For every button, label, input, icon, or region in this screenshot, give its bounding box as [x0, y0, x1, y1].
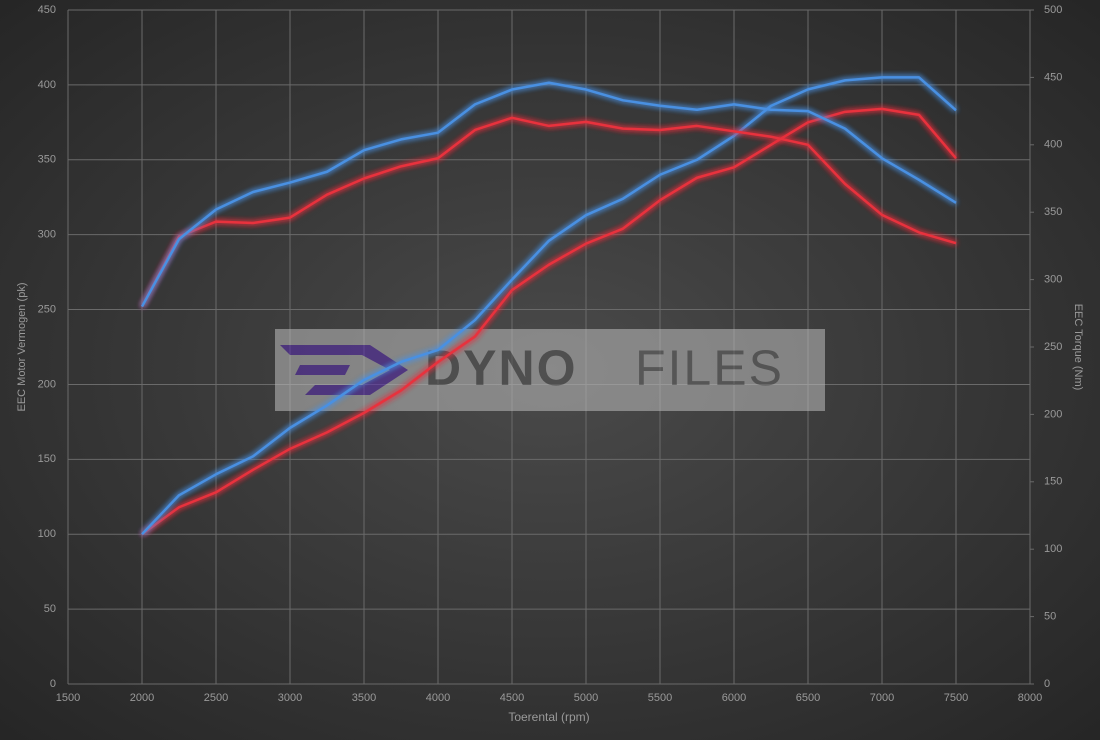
- watermark-text-bold: DYNO: [425, 340, 577, 396]
- y-tick-label: 150: [38, 453, 56, 465]
- y-tick-label: 50: [44, 603, 56, 615]
- y-tick-label: 450: [38, 4, 56, 16]
- y-tick-label: 100: [38, 528, 56, 540]
- line-series: [140, 116, 957, 308]
- x-tick-label: 7500: [944, 692, 968, 704]
- y2-tick-label: 200: [1044, 408, 1062, 420]
- x-tick-label: 3000: [278, 692, 302, 704]
- x-tick-label: 3500: [352, 692, 376, 704]
- y2-tick-label: 350: [1044, 206, 1062, 218]
- x-tick-label: 2500: [204, 692, 228, 704]
- x-axis-label: Toerental (rpm): [508, 710, 589, 724]
- x-tick-label: 7000: [870, 692, 894, 704]
- y-tick-label: 250: [38, 303, 56, 315]
- x-tick-label: 8000: [1018, 692, 1042, 704]
- x-tick-label: 4500: [500, 692, 524, 704]
- x-tick-label: 1500: [56, 692, 80, 704]
- x-tick-label: 6000: [722, 692, 746, 704]
- x-tick-label: 4000: [426, 692, 450, 704]
- line-series: [141, 107, 957, 536]
- y2-tick-label: 450: [1044, 71, 1062, 83]
- y-tick-label: 350: [38, 154, 56, 166]
- x-tick-label: 6500: [796, 692, 820, 704]
- watermark-logo: [280, 345, 408, 395]
- y2-tick-label: 250: [1044, 341, 1062, 353]
- y2-axis-label: EEC Torque (Nm): [1072, 304, 1084, 391]
- y2-tick-label: 500: [1044, 4, 1062, 16]
- watermark-box: [275, 329, 825, 411]
- x-tick-label: 5500: [648, 692, 672, 704]
- y2-tick-label: 400: [1044, 139, 1062, 151]
- y2-tick-label: 0: [1044, 678, 1050, 690]
- line-series: [141, 76, 957, 536]
- y-tick-label: 400: [38, 79, 56, 91]
- x-tick-label: 5000: [574, 692, 598, 704]
- watermark: DYNO FILES: [275, 329, 825, 411]
- x-tick-label: 2000: [130, 692, 154, 704]
- y-tick-label: 300: [38, 229, 56, 241]
- y2-tick-label: 300: [1044, 274, 1062, 286]
- y-tick-label: 200: [38, 378, 56, 390]
- y-axis-label: EEC Motor Vermogen (pk): [16, 283, 28, 412]
- y2-tick-label: 100: [1044, 543, 1062, 555]
- y2-tick-label: 150: [1044, 476, 1062, 488]
- line-series: [140, 81, 957, 308]
- y2-tick-label: 50: [1044, 611, 1056, 623]
- watermark-text: FILES: [635, 340, 784, 396]
- y-tick-label: 0: [50, 678, 56, 690]
